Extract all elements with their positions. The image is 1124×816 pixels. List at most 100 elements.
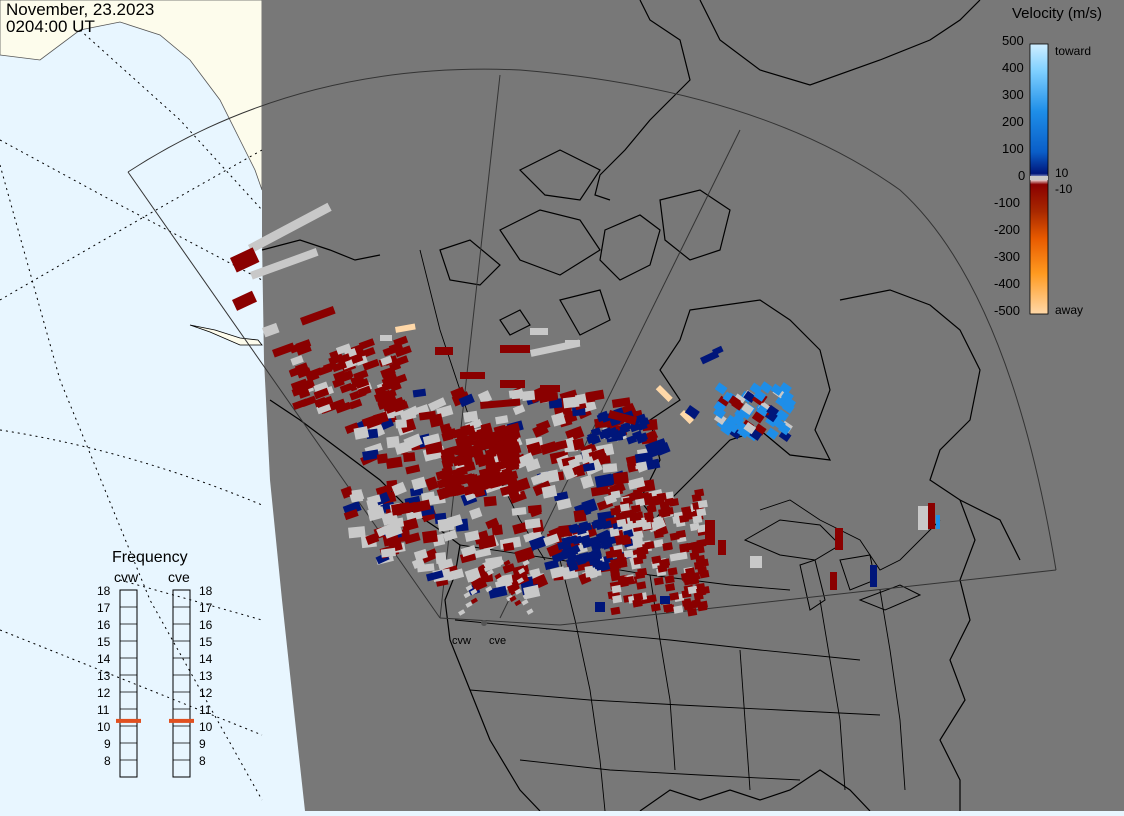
- backscatter-cell: [673, 605, 684, 614]
- backscatter-cell: [753, 423, 767, 436]
- backscatter-cell: [574, 553, 585, 563]
- backscatter-cell: [365, 532, 380, 546]
- backscatter-cell: [505, 434, 518, 446]
- backscatter-cell: [395, 323, 416, 333]
- backscatter-cell: [550, 566, 566, 579]
- backscatter-cell: [486, 569, 494, 576]
- frequency-bar-frame: [172, 589, 191, 778]
- backscatter-cell: [692, 515, 703, 524]
- backscatter-cell: [353, 426, 370, 440]
- radar-label-cvw: cvw: [452, 635, 471, 647]
- backscatter-cell: [609, 528, 620, 537]
- aleutian-islands: [189, 324, 263, 346]
- backscatter-cell: [522, 559, 530, 567]
- backscatter-cell: [635, 413, 647, 424]
- backscatter-cell: [509, 490, 527, 504]
- backscatter-cell: [595, 602, 605, 612]
- backscatter-cell: [483, 438, 496, 450]
- backscatter-cell: [465, 601, 473, 608]
- velocity-tick: -200: [994, 222, 1021, 237]
- backscatter-cell: [450, 386, 466, 399]
- backscatter-cell: [553, 491, 569, 502]
- backscatter-cell: [411, 499, 431, 513]
- frequency-tick-left: 16: [97, 618, 111, 632]
- backscatter-cell: [664, 575, 675, 584]
- backscatter-cell: [455, 429, 468, 440]
- velocity-tick: -400: [994, 276, 1021, 291]
- backscatter-cell: [394, 345, 412, 358]
- backscatter-cell: [539, 441, 558, 455]
- backscatter-cell: [401, 517, 419, 532]
- backscatter-cell: [514, 599, 522, 607]
- backscatter-cell: [405, 464, 421, 475]
- backscatter-cell: [335, 343, 352, 355]
- velocity-tick: -300: [994, 249, 1021, 264]
- backscatter-cell: [657, 564, 668, 573]
- backscatter-cell: [406, 510, 423, 522]
- backscatter-cell: [463, 410, 479, 423]
- backscatter-cell: [344, 422, 360, 434]
- backscatter-cell: [870, 565, 877, 587]
- backscatter-cell: [343, 509, 359, 521]
- backscatter-cell: [609, 567, 620, 577]
- backscatter-cell: [759, 381, 773, 394]
- frequency-tick-right: 17: [199, 601, 213, 615]
- backscatter-cell: [573, 509, 587, 523]
- backscatter-cell: [528, 505, 542, 518]
- backscatter-cell: [365, 428, 379, 439]
- velocity-colorbar: [1029, 43, 1049, 315]
- backscatter-cell: [611, 584, 622, 594]
- frequency-tick-left: 10: [97, 720, 111, 734]
- backscatter-cell: [272, 342, 296, 358]
- backscatter-cell: [480, 453, 493, 464]
- backscatter-cell: [380, 355, 393, 366]
- backscatter-cell: [660, 558, 671, 567]
- backscatter-cell: [644, 541, 655, 550]
- backscatter-cell: [412, 388, 427, 398]
- velocity-tick: 500: [1002, 33, 1024, 48]
- backscatter-cell: [420, 491, 436, 504]
- backscatter-cell: [435, 552, 447, 565]
- backscatter-cell: [357, 385, 372, 397]
- backscatter-cell: [521, 390, 536, 401]
- frequency-title: Frequency: [112, 549, 188, 566]
- backscatter-cell: [498, 426, 510, 437]
- backscatter-cell: [585, 389, 605, 402]
- backscatter-cell: [515, 452, 535, 469]
- backscatter-cell: [633, 592, 644, 602]
- backscatter-cell: [491, 524, 503, 536]
- frequency-radar-cvw: cvw: [114, 569, 139, 585]
- backscatter-cell: [316, 403, 332, 415]
- backscatter-cell: [610, 558, 621, 568]
- backscatter-cell: [494, 573, 502, 580]
- backscatter-cell: [596, 561, 608, 571]
- backscatter-cell: [500, 380, 525, 388]
- backscatter-cell: [230, 247, 260, 273]
- backscatter-cell: [696, 524, 707, 533]
- time-label: 0204:00 UT: [6, 17, 95, 36]
- backscatter-cell: [645, 458, 661, 471]
- backscatter-cell: [554, 439, 568, 451]
- frequency-tick-right: 13: [199, 669, 213, 683]
- frequency-tick-left: 14: [97, 652, 111, 666]
- backscatter-cell: [506, 477, 519, 488]
- backscatter-cell: [418, 410, 437, 421]
- backscatter-cell: [526, 608, 534, 615]
- backscatter-cell: [598, 429, 610, 440]
- backscatter-cell: [428, 397, 447, 412]
- backscatter-cell: [581, 498, 598, 514]
- backscatter-cell: [332, 377, 345, 388]
- backscatter-cell: [391, 481, 407, 497]
- backscatter-cell: [380, 335, 392, 341]
- backscatter-cell: [375, 390, 391, 402]
- backscatter-cell: [653, 539, 664, 548]
- backscatter-cell: [667, 567, 678, 576]
- backscatter-cell: [509, 595, 517, 602]
- backscatter-cell: [464, 567, 482, 583]
- backscatter-cell: [736, 426, 750, 439]
- backscatter-cell: [581, 539, 593, 549]
- backscatter-cell: [511, 506, 527, 516]
- backscatter-cell: [366, 494, 382, 505]
- backscatter-cell: [528, 535, 548, 551]
- backscatter-cell: [773, 417, 786, 431]
